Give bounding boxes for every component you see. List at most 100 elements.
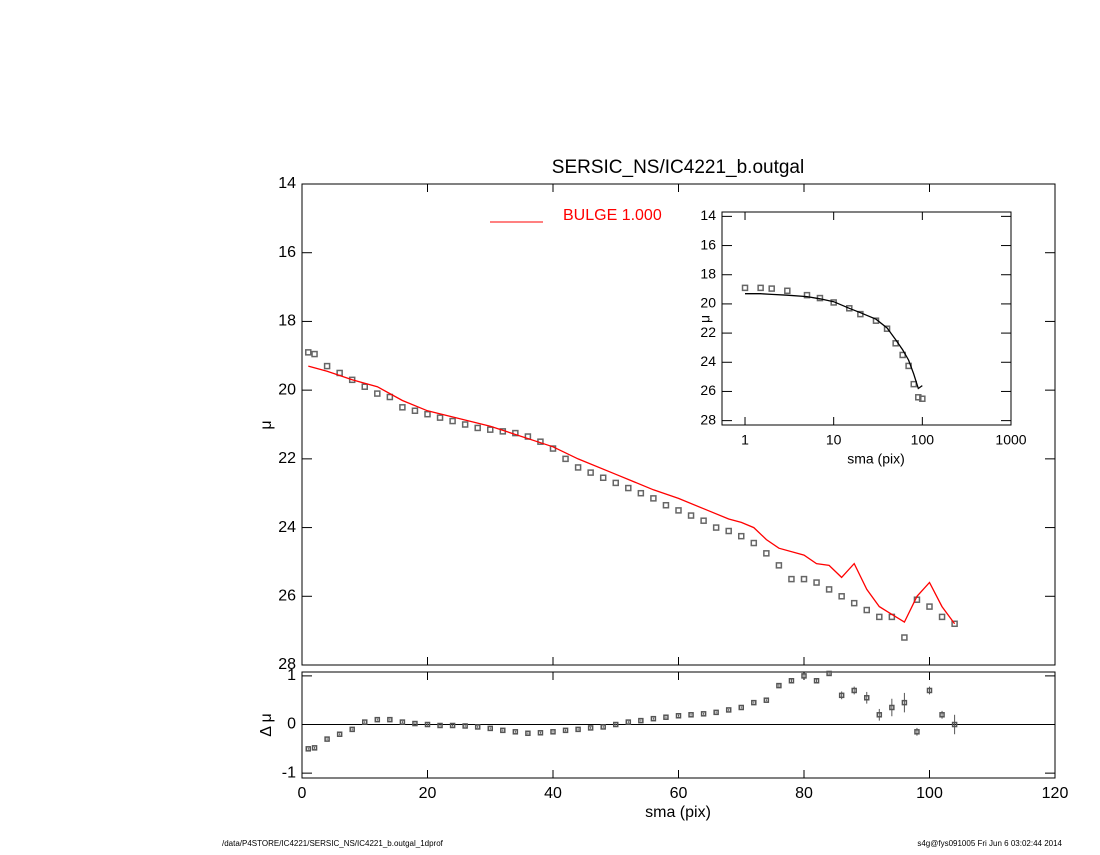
data-point [449, 722, 456, 729]
data-point [436, 414, 444, 421]
data-point [575, 726, 581, 733]
plot-frame [721, 211, 1012, 426]
x-tick-label: 120 [1042, 785, 1069, 802]
y-tick-label: 18 [278, 313, 296, 330]
data-point [700, 711, 707, 717]
data-point [305, 349, 312, 356]
data-point [738, 532, 745, 540]
y-axis-label: μ [697, 315, 713, 323]
data-point [863, 606, 870, 614]
data-point [311, 350, 318, 358]
data-point [412, 720, 418, 727]
y-axis-label: Δ μ [258, 713, 275, 736]
data-point [461, 421, 469, 428]
x-axis-label: sma (pix) [645, 804, 711, 821]
data-point [374, 390, 381, 397]
data-point [600, 724, 606, 730]
data-point [851, 687, 857, 694]
data-point [915, 394, 922, 401]
data-point [850, 599, 858, 607]
x-axis-label: sma (pix) [847, 451, 905, 467]
data-point [763, 550, 770, 557]
data-point [650, 715, 657, 722]
y-tick-label: 20 [700, 295, 716, 311]
data-point [901, 699, 908, 706]
y-tick-label: 0 [287, 716, 296, 733]
data-point [424, 410, 431, 418]
x-tick-label: 100 [916, 785, 943, 802]
data-point [362, 719, 368, 725]
data-point [500, 727, 506, 734]
data-point [424, 721, 431, 728]
data-point [399, 404, 406, 411]
data-point [361, 383, 368, 390]
x-tick-label: 1000 [995, 432, 1026, 448]
data-point [311, 745, 318, 751]
data-point [788, 678, 795, 684]
data-point [750, 539, 758, 547]
y-tick-label: 26 [278, 588, 296, 605]
x-tick-label: 80 [795, 785, 813, 802]
data-point [512, 729, 519, 735]
data-point [462, 723, 468, 729]
y-tick-label: 22 [700, 324, 716, 340]
y-tick-label: 18 [700, 265, 716, 281]
data-point [738, 704, 744, 711]
data-point [926, 687, 933, 694]
data-point [914, 729, 920, 735]
data-point [813, 579, 820, 586]
data-point [825, 586, 833, 593]
data-point [919, 395, 926, 402]
data-point [784, 287, 791, 295]
footer-right: s4g@fys091005 Fri Jun 6 03:02:44 2014 [917, 839, 1062, 848]
data-point [775, 562, 783, 569]
data-point [826, 670, 832, 677]
data-point [525, 730, 531, 737]
data-point [813, 678, 820, 684]
data-point [864, 695, 870, 701]
y-tick-label: 14 [278, 175, 296, 192]
data-point [612, 479, 619, 487]
y-axis-label: μ [258, 420, 275, 429]
data-point [550, 729, 556, 735]
data-point [675, 713, 682, 719]
data-point [713, 709, 719, 716]
x-tick-label: 20 [419, 785, 437, 802]
data-point [587, 469, 594, 476]
data-point [757, 284, 764, 292]
legend-label: BULGE 1.000 [563, 207, 662, 224]
model-line [745, 293, 923, 390]
data-point [349, 726, 355, 733]
data-point [926, 603, 933, 610]
y-tick-label: 26 [700, 382, 716, 398]
data-point [910, 380, 917, 388]
footer-left: /data/P4STORE/IC4221/SERSIC_NS/IC4221_b.… [222, 839, 444, 848]
data-point [324, 736, 330, 742]
data-point [399, 719, 406, 725]
data-point [776, 682, 782, 689]
data-point [712, 524, 720, 531]
data-point [725, 707, 732, 713]
data-point [625, 484, 632, 492]
data-point [487, 725, 493, 732]
data-point [487, 426, 494, 433]
x-tick-label: 1 [741, 432, 749, 448]
data-point [939, 712, 945, 718]
data-point [876, 712, 883, 718]
data-point [901, 634, 908, 641]
x-tick-label: 40 [544, 785, 562, 802]
data-point [662, 501, 670, 509]
data-point [587, 725, 594, 731]
y-tick-label: 24 [278, 519, 296, 536]
data-point [386, 393, 394, 401]
data-point [336, 731, 343, 737]
data-point [305, 746, 312, 752]
data-point [763, 697, 770, 703]
model-line [308, 365, 956, 625]
data-point [883, 325, 891, 332]
data-point [938, 613, 946, 621]
data-point [625, 719, 632, 725]
y-tick-label: 1 [287, 667, 296, 684]
y-tick-label: 22 [278, 450, 296, 467]
